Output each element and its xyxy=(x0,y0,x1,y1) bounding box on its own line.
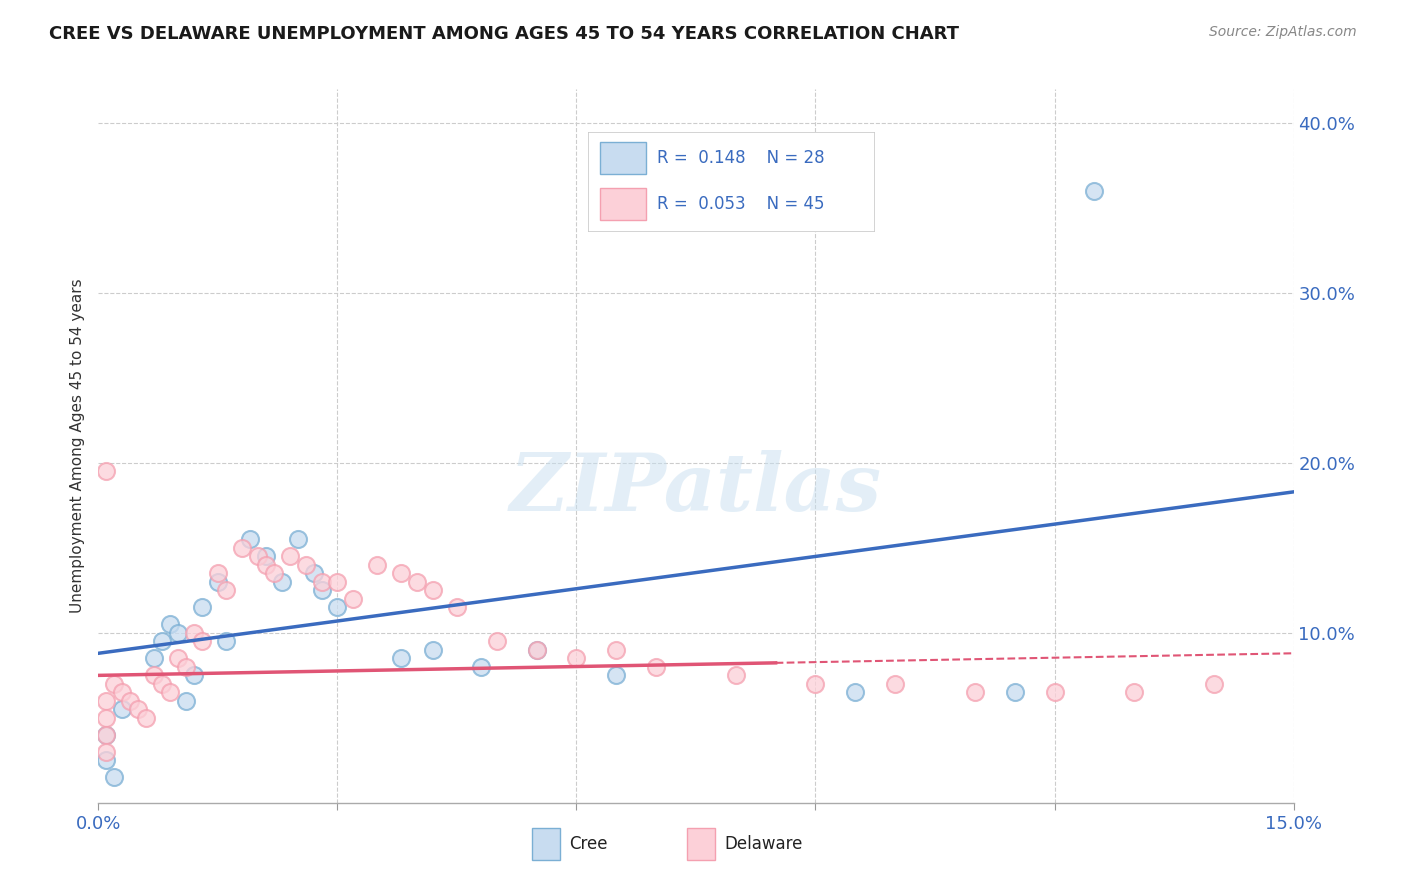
Point xyxy=(389,566,412,581)
Point xyxy=(287,533,309,547)
Point xyxy=(526,643,548,657)
Point xyxy=(143,651,166,665)
Point xyxy=(844,685,866,699)
Point xyxy=(311,583,333,598)
Point xyxy=(167,651,190,665)
Point xyxy=(96,728,118,742)
Point xyxy=(724,668,747,682)
Point xyxy=(485,634,508,648)
Point xyxy=(127,702,149,716)
Text: ZIPatlas: ZIPatlas xyxy=(510,450,882,527)
Point xyxy=(159,617,181,632)
Point xyxy=(239,533,262,547)
Point xyxy=(96,745,118,759)
Point xyxy=(96,728,118,742)
Point xyxy=(963,685,986,699)
Point xyxy=(159,685,181,699)
Point xyxy=(422,643,444,657)
Point xyxy=(246,549,269,564)
Point xyxy=(150,634,173,648)
Point xyxy=(1004,685,1026,699)
Point xyxy=(804,677,827,691)
Point xyxy=(207,566,229,581)
Point xyxy=(605,668,627,682)
Point xyxy=(263,566,285,581)
Y-axis label: Unemployment Among Ages 45 to 54 years: Unemployment Among Ages 45 to 54 years xyxy=(69,278,84,614)
Point xyxy=(1202,677,1225,691)
Point xyxy=(326,600,349,615)
Point xyxy=(215,583,238,598)
Point xyxy=(191,600,214,615)
Point xyxy=(135,711,157,725)
Point xyxy=(143,668,166,682)
Point xyxy=(884,677,907,691)
Point xyxy=(1123,685,1146,699)
Point xyxy=(1043,685,1066,699)
Point xyxy=(96,694,118,708)
Point xyxy=(422,583,444,598)
Point xyxy=(311,574,333,589)
Point xyxy=(207,574,229,589)
Point xyxy=(174,660,197,674)
Point xyxy=(294,558,316,572)
Point xyxy=(191,634,214,648)
Point xyxy=(183,626,205,640)
Point xyxy=(150,677,173,691)
Point xyxy=(103,677,125,691)
Point xyxy=(103,770,125,784)
Point xyxy=(254,549,277,564)
Point xyxy=(446,600,468,615)
Point xyxy=(111,702,134,716)
Point xyxy=(183,668,205,682)
Text: Source: ZipAtlas.com: Source: ZipAtlas.com xyxy=(1209,25,1357,39)
Point xyxy=(366,558,388,572)
Point xyxy=(406,574,429,589)
Point xyxy=(326,574,349,589)
Point xyxy=(302,566,325,581)
Point xyxy=(526,643,548,657)
Point xyxy=(389,651,412,665)
Point xyxy=(254,558,277,572)
Point xyxy=(96,711,118,725)
Point xyxy=(645,660,668,674)
Point xyxy=(278,549,301,564)
Point xyxy=(215,634,238,648)
Point xyxy=(270,574,292,589)
Point xyxy=(470,660,492,674)
Point xyxy=(342,591,364,606)
Point xyxy=(605,643,627,657)
Point xyxy=(174,694,197,708)
Point xyxy=(1083,184,1105,198)
Point xyxy=(111,685,134,699)
Point xyxy=(565,651,588,665)
Point xyxy=(96,753,118,767)
Point xyxy=(120,694,142,708)
Point xyxy=(167,626,190,640)
Point xyxy=(231,541,253,555)
Point xyxy=(96,465,118,479)
Text: CREE VS DELAWARE UNEMPLOYMENT AMONG AGES 45 TO 54 YEARS CORRELATION CHART: CREE VS DELAWARE UNEMPLOYMENT AMONG AGES… xyxy=(49,25,959,43)
